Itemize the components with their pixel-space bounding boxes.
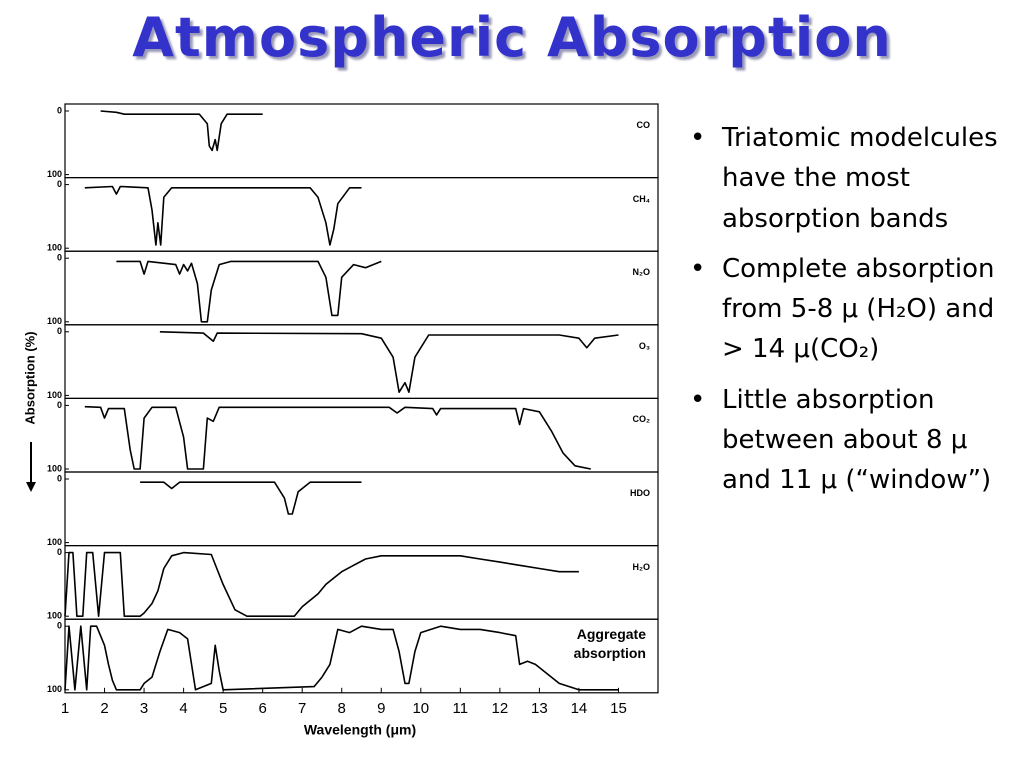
bullet: Complete absorption from 5-8 μ (H₂O) and…: [690, 249, 1010, 370]
panel-label: O₃: [638, 340, 650, 351]
absorption-line: [140, 481, 362, 515]
y-axis-label: Absorption (%): [22, 331, 37, 424]
y-tick-label: 0: [57, 326, 62, 336]
x-tick-label: 15: [610, 700, 627, 717]
x-tick-label: 3: [140, 700, 148, 717]
x-tick-label: 13: [531, 700, 548, 717]
panel-frame: [64, 397, 659, 473]
x-tick-label: 10: [412, 700, 429, 717]
panel-frame: [64, 103, 659, 179]
x-axis-label: Wavelength (μm): [304, 722, 416, 738]
slide-title: Atmospheric Absorption: [132, 6, 892, 69]
x-tick-label: 4: [179, 700, 187, 717]
axis-arrow-head: [26, 482, 36, 492]
y-tick-label: 0: [57, 179, 62, 189]
absorption-line: [84, 405, 591, 470]
x-tick-label: 9: [377, 700, 385, 717]
y-tick-label: 100: [47, 684, 62, 694]
absorption-line: [116, 260, 382, 323]
panel-label: N₂O: [632, 267, 651, 278]
y-tick-label: 0: [57, 473, 62, 483]
panel-label: HDO: [630, 488, 650, 498]
bullet-list: Triatomic modelcules have the most absor…: [690, 118, 1010, 511]
panel-frame: [64, 544, 659, 620]
x-tick-label: 1: [61, 700, 69, 717]
panel-frame: [64, 177, 659, 252]
x-tick-label: 7: [298, 700, 306, 717]
y-tick-label: 0: [57, 547, 62, 557]
bullet: Little absorption between about 8 μ and …: [690, 380, 1010, 501]
x-tick-label: 6: [258, 700, 266, 717]
absorption-line: [64, 551, 579, 617]
x-tick-label: 11: [453, 700, 469, 717]
absorption-line: [100, 110, 263, 152]
x-tick-label: 8: [338, 700, 346, 717]
panel-label: H₂O: [632, 561, 651, 572]
panel-frame: [64, 618, 659, 694]
y-tick-label: 100: [47, 463, 62, 473]
y-tick-label: 0: [57, 105, 62, 115]
absorption-line: [64, 625, 619, 691]
y-tick-label: 100: [47, 169, 62, 179]
y-tick-label: 0: [57, 400, 62, 410]
x-tick-label: 5: [219, 700, 227, 717]
x-tick-label: 2: [100, 700, 108, 717]
panel-label: Aggregate absorption: [573, 626, 646, 662]
panel-label: CH₄: [632, 193, 650, 204]
y-tick-label: 100: [47, 390, 62, 400]
panel-label: CO: [636, 120, 651, 130]
y-tick-label: 100: [47, 243, 62, 253]
y-tick-label: 0: [57, 621, 62, 631]
y-tick-label: 100: [47, 537, 62, 547]
y-tick-label: 100: [47, 316, 62, 326]
x-tick-label: 12: [492, 700, 509, 717]
bullet: Triatomic modelcules have the most absor…: [690, 118, 1010, 239]
x-tick-label: 14: [571, 700, 588, 717]
y-tick-label: 100: [47, 611, 62, 621]
absorption-line: [159, 331, 619, 393]
y-tick-label: 0: [57, 253, 62, 263]
panel-label: CO₂: [632, 414, 651, 425]
panel-frame: [64, 471, 659, 547]
absorption-line: [84, 185, 362, 246]
